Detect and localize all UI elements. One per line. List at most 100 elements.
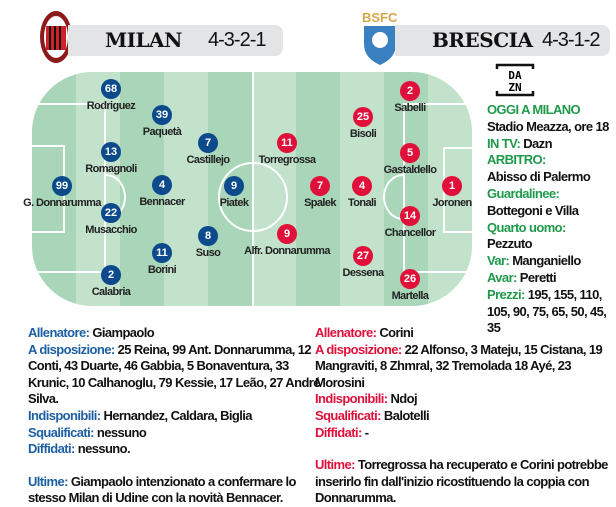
home-team-name: MILAN bbox=[105, 28, 182, 52]
player-number: 39 bbox=[152, 105, 172, 125]
suspended: Balotelli bbox=[383, 407, 430, 423]
left-penalty-area bbox=[32, 103, 106, 273]
player-name: Tonali bbox=[348, 197, 377, 209]
player-name: Joronen bbox=[432, 197, 472, 209]
news-label: Ultime: bbox=[28, 473, 68, 489]
prices: 195, 155, 110, 105, 90, 75, 65, 50, 45, … bbox=[487, 286, 607, 336]
player-name: Alfr. Donnarumma bbox=[244, 245, 330, 257]
player-name: Spalek bbox=[304, 197, 336, 209]
player-number: 14 bbox=[400, 206, 420, 226]
suspended-label: Squalificati: bbox=[28, 424, 94, 440]
player-number: 25 bbox=[353, 107, 373, 127]
venue: Stadio Meazza, ore 18 bbox=[487, 118, 609, 134]
news-label: Ultime: bbox=[315, 457, 355, 473]
away-player: 1 Joronen bbox=[407, 176, 497, 209]
center-circle bbox=[218, 162, 288, 232]
away-formation: 4-3-1-2 bbox=[542, 29, 600, 51]
fourth-official: Pezzuto bbox=[487, 236, 533, 252]
home-player: 13 Romagnoli bbox=[66, 142, 156, 175]
home-player: 68 Rodriguez bbox=[66, 79, 156, 112]
avar: Peretti bbox=[519, 269, 557, 285]
away-player: 7 Spalek bbox=[275, 176, 365, 209]
player-number: 27 bbox=[353, 246, 373, 266]
player-name: Gastaldello bbox=[383, 164, 437, 176]
player-name: Dessena bbox=[342, 267, 384, 279]
prices-label: Prezzi: bbox=[487, 286, 525, 302]
away-player: 26 Martella bbox=[365, 269, 455, 302]
referee: Abisso di Palermo bbox=[487, 169, 591, 185]
bench: 22 Alfonso, 3 Mateju, 15 Cistana, 19 Man… bbox=[315, 341, 603, 390]
var-label: Var: bbox=[487, 253, 510, 269]
away-player: 11 Torregrossa bbox=[242, 133, 332, 166]
away-team-name: BRESCIA bbox=[432, 28, 533, 52]
player-name: Borini bbox=[147, 264, 177, 276]
referee-label: ARBITRO: bbox=[487, 152, 546, 168]
bench: 25 Reina, 99 Ant. Donnarumma, 12 Conti, … bbox=[28, 341, 320, 407]
player-number: 11 bbox=[277, 133, 297, 153]
player-name: Torregrossa bbox=[258, 154, 316, 166]
player-number: 11 bbox=[152, 243, 172, 263]
player-name: Suso bbox=[195, 247, 221, 259]
player-name: Chancellor bbox=[384, 227, 436, 239]
svg-text:BSFC: BSFC bbox=[362, 10, 398, 25]
player-number: 8 bbox=[198, 226, 218, 246]
avar-label: Avar: bbox=[487, 269, 517, 285]
player-number: 26 bbox=[400, 269, 420, 289]
venue-label: OGGI A MILANO bbox=[487, 102, 581, 117]
away-header-bar bbox=[395, 25, 610, 56]
player-number: 9 bbox=[277, 224, 297, 244]
player-name: Paquetà bbox=[142, 126, 182, 138]
tv-label: IN TV: bbox=[487, 135, 521, 151]
away-player: 25 Bisoli bbox=[318, 107, 408, 140]
player-number: 4 bbox=[152, 175, 172, 195]
player-number: 99 bbox=[52, 176, 72, 196]
bench-label: A disposizione: bbox=[315, 341, 402, 357]
coach-label: Allenatore: bbox=[28, 325, 90, 340]
away-player: 5 Gastaldello bbox=[365, 143, 455, 176]
home-player: 22 Musacchio bbox=[66, 203, 156, 236]
player-name: Musacchio bbox=[85, 224, 137, 236]
tv-channel: Dazn bbox=[523, 135, 552, 151]
player-number: 2 bbox=[101, 265, 121, 285]
player-number: 7 bbox=[198, 133, 218, 153]
player-name: Sabelli bbox=[394, 102, 426, 114]
player-number: 68 bbox=[101, 79, 121, 99]
linesmen-label: Guardalinee: bbox=[487, 185, 560, 201]
warned-label: Diffidati: bbox=[315, 424, 362, 440]
player-number: 4 bbox=[352, 176, 372, 196]
away-player: 14 Chancellor bbox=[365, 206, 455, 239]
player-number: 7 bbox=[310, 176, 330, 196]
home-player: 11 Borini bbox=[117, 243, 207, 276]
svg-text:ZN: ZN bbox=[508, 81, 521, 94]
player-name: Bisoli bbox=[349, 128, 377, 140]
away-player: 27 Dessena bbox=[318, 246, 408, 279]
bench-label: A disposizione: bbox=[28, 341, 115, 357]
home-player: 7 Castillejo bbox=[163, 133, 253, 166]
player-name: Bennacer bbox=[139, 196, 185, 208]
unavailable: Hernandez, Caldara, Biglia bbox=[103, 407, 253, 423]
home-player: 8 Suso bbox=[163, 226, 253, 259]
warned: nessuno. bbox=[77, 441, 131, 457]
home-player: 2 Calabria bbox=[66, 265, 156, 298]
home-notes: Allenatore: Giampaolo A disposizione: 25… bbox=[28, 325, 328, 507]
player-name: G. Donnarumma bbox=[23, 197, 101, 209]
away-notes: Allenatore: Corini A disposizione: 22 Al… bbox=[315, 325, 615, 507]
home-player: 9 Piatek bbox=[189, 176, 279, 209]
away-player: 2 Sabelli bbox=[365, 81, 455, 114]
warned: - bbox=[364, 424, 369, 440]
player-number: 1 bbox=[442, 176, 462, 196]
dazn-logo: DA ZN bbox=[495, 63, 535, 97]
player-number: 5 bbox=[400, 143, 420, 163]
suspended: nessuno bbox=[96, 424, 147, 440]
player-number: 2 bbox=[400, 81, 420, 101]
unavailable: Ndoj bbox=[390, 391, 418, 407]
coach: Corini bbox=[379, 325, 414, 340]
player-number: 9 bbox=[224, 176, 244, 196]
player-name: Romagnoli bbox=[85, 163, 137, 175]
unavailable-label: Indisponibili: bbox=[315, 391, 388, 407]
milan-logo bbox=[40, 11, 72, 63]
home-formation: 4-3-2-1 bbox=[208, 29, 266, 51]
brescia-logo: BSFC bbox=[362, 10, 398, 65]
player-number: 22 bbox=[101, 203, 121, 223]
player-name: Piatek bbox=[219, 197, 249, 209]
